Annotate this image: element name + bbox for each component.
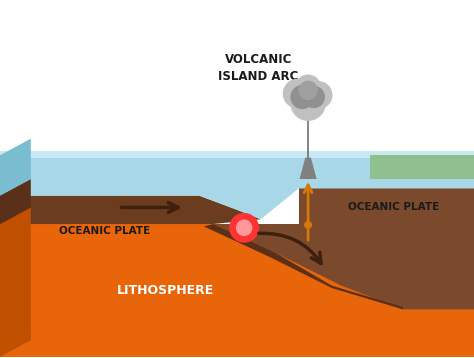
- Polygon shape: [0, 224, 474, 357]
- Circle shape: [296, 75, 320, 100]
- Polygon shape: [0, 151, 474, 158]
- Circle shape: [305, 222, 311, 228]
- Text: LITHOSPHERE: LITHOSPHERE: [117, 284, 215, 297]
- Polygon shape: [0, 207, 31, 357]
- Polygon shape: [370, 155, 474, 179]
- Polygon shape: [0, 195, 261, 224]
- Circle shape: [291, 86, 325, 120]
- Polygon shape: [0, 224, 474, 309]
- Circle shape: [283, 79, 312, 108]
- Polygon shape: [299, 184, 474, 224]
- Circle shape: [237, 220, 252, 236]
- FancyArrowPatch shape: [259, 233, 321, 263]
- Polygon shape: [300, 158, 317, 179]
- Circle shape: [303, 87, 324, 107]
- Circle shape: [230, 214, 258, 242]
- Polygon shape: [204, 224, 403, 309]
- Circle shape: [291, 86, 314, 108]
- Text: OCEANIC PLATE: OCEANIC PLATE: [348, 202, 439, 212]
- Circle shape: [299, 81, 317, 100]
- Text: VOLCANIC
ISLAND ARC: VOLCANIC ISLAND ARC: [218, 53, 299, 83]
- Polygon shape: [294, 179, 474, 188]
- Polygon shape: [0, 179, 31, 224]
- Polygon shape: [0, 155, 474, 219]
- Circle shape: [305, 82, 332, 108]
- Text: TRENCH: TRENCH: [118, 166, 175, 179]
- Text: OCEANIC PLATE: OCEANIC PLATE: [59, 226, 150, 236]
- Polygon shape: [0, 139, 31, 195]
